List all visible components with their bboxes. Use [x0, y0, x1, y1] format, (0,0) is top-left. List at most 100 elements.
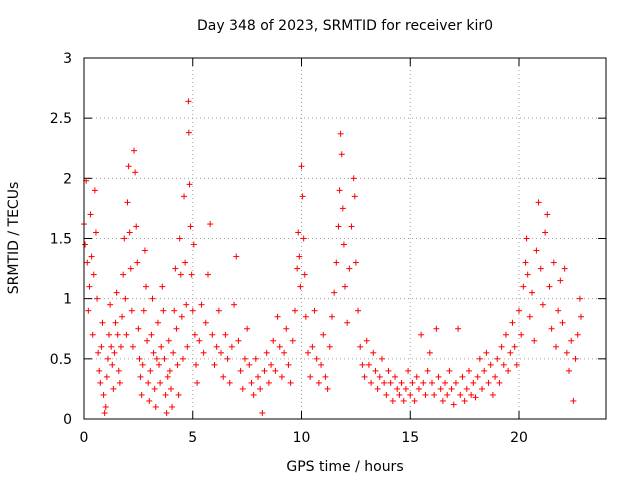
data-point	[566, 367, 573, 374]
data-point	[259, 409, 266, 416]
data-point	[409, 379, 416, 386]
data-point	[350, 175, 357, 182]
data-point	[296, 253, 303, 260]
data-point	[459, 373, 466, 380]
data-point	[99, 319, 106, 326]
data-point	[115, 367, 122, 374]
data-point	[331, 289, 338, 296]
data-point	[309, 343, 316, 350]
y-tick-label: 2	[63, 171, 72, 187]
data-point	[90, 271, 97, 278]
data-point	[568, 337, 575, 344]
data-point	[442, 379, 449, 386]
data-point	[324, 385, 331, 392]
y-tick-label: 1	[63, 292, 72, 308]
data-point	[335, 223, 342, 230]
data-point	[301, 271, 308, 278]
data-point	[533, 247, 540, 254]
data-point	[516, 307, 522, 314]
data-point	[374, 385, 381, 392]
data-point	[365, 361, 372, 368]
data-point	[405, 367, 412, 374]
data-point	[185, 129, 192, 136]
data-point	[455, 325, 462, 332]
data-point	[444, 391, 451, 398]
data-point	[487, 361, 494, 368]
data-point	[429, 379, 435, 386]
data-point	[392, 373, 399, 380]
data-point	[151, 385, 158, 392]
data-point	[570, 397, 577, 404]
data-point	[123, 331, 130, 338]
data-point	[134, 259, 141, 266]
data-point	[235, 337, 242, 344]
data-point	[177, 271, 184, 278]
data-point	[196, 337, 203, 344]
data-point	[348, 223, 355, 230]
data-point	[133, 223, 140, 230]
data-point	[101, 409, 108, 416]
data-point	[357, 343, 364, 350]
data-point	[97, 379, 104, 386]
data-point	[315, 379, 322, 386]
data-point	[184, 343, 191, 350]
data-point	[138, 391, 145, 398]
data-point	[299, 193, 306, 200]
data-point	[550, 259, 557, 266]
data-point	[450, 401, 457, 408]
data-point	[270, 337, 277, 344]
data-point	[106, 331, 113, 338]
data-point	[383, 391, 390, 398]
data-point	[340, 241, 347, 248]
data-point	[574, 331, 581, 338]
data-point	[496, 379, 503, 386]
data-point	[176, 235, 183, 242]
data-point	[131, 147, 138, 154]
data-point	[476, 355, 483, 362]
data-point	[178, 313, 185, 320]
data-point	[116, 379, 123, 386]
data-point	[344, 319, 351, 326]
data-point	[108, 343, 115, 350]
data-point	[175, 391, 182, 398]
data-point	[181, 193, 188, 200]
data-point	[190, 241, 197, 248]
data-point	[92, 229, 99, 236]
data-point	[352, 259, 359, 266]
data-point	[169, 403, 176, 410]
data-point	[539, 301, 546, 308]
data-point	[465, 367, 472, 374]
data-point	[128, 307, 135, 314]
data-point	[446, 367, 453, 374]
y-tick-label: 0	[63, 412, 72, 428]
data-points	[81, 98, 584, 416]
data-point	[100, 391, 107, 398]
data-point	[112, 319, 119, 326]
data-point	[439, 397, 446, 404]
data-point	[135, 325, 142, 332]
data-point	[522, 259, 529, 266]
data-point	[125, 163, 132, 170]
data-point	[110, 385, 117, 392]
data-point	[141, 247, 148, 254]
data-point	[472, 394, 479, 401]
data-point	[328, 313, 335, 320]
data-point	[576, 295, 583, 302]
data-point	[170, 349, 177, 356]
chart-title: Day 348 of 2023, SRMTID for receiver kir…	[197, 18, 493, 34]
data-point	[126, 229, 133, 236]
data-point	[145, 379, 152, 386]
data-point	[363, 337, 370, 344]
data-point	[402, 385, 409, 392]
data-point	[287, 379, 294, 386]
data-point	[179, 355, 186, 362]
data-point	[276, 343, 283, 350]
data-point	[204, 271, 211, 278]
data-point	[483, 349, 490, 356]
data-point	[313, 355, 320, 362]
data-point	[274, 313, 281, 320]
data-point	[548, 325, 555, 332]
data-point	[109, 361, 116, 368]
data-point	[361, 373, 368, 380]
